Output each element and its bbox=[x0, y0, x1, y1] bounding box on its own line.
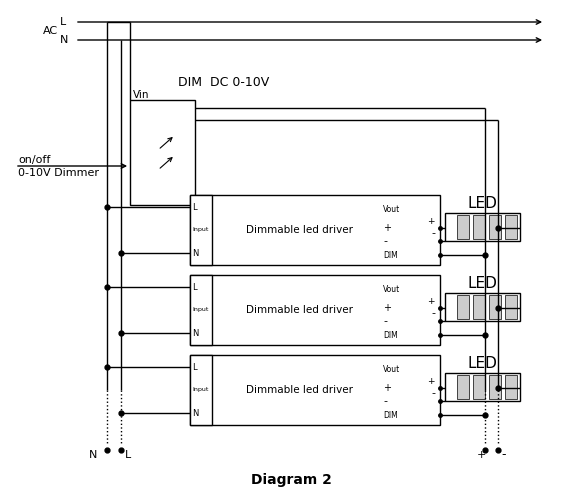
Text: Vin: Vin bbox=[133, 90, 149, 100]
Bar bbox=[190, 275, 212, 345]
Text: Diagram 2: Diagram 2 bbox=[251, 473, 332, 487]
Text: -: - bbox=[431, 228, 435, 238]
Text: -: - bbox=[383, 316, 387, 326]
Text: N: N bbox=[60, 35, 68, 45]
Text: -: - bbox=[431, 308, 435, 318]
Text: Vout: Vout bbox=[383, 365, 401, 375]
Text: +: + bbox=[383, 383, 391, 393]
Text: LED: LED bbox=[468, 355, 497, 370]
Text: DIM  DC 0-10V: DIM DC 0-10V bbox=[178, 76, 269, 89]
Bar bbox=[457, 295, 469, 319]
Text: N: N bbox=[192, 248, 198, 257]
Bar bbox=[505, 375, 517, 399]
Text: N: N bbox=[89, 450, 97, 460]
Text: L: L bbox=[125, 450, 131, 460]
Bar bbox=[473, 215, 485, 239]
Bar bbox=[190, 195, 212, 265]
Bar bbox=[505, 215, 517, 239]
Bar bbox=[190, 275, 440, 345]
Bar bbox=[190, 195, 440, 265]
Bar bbox=[190, 355, 440, 425]
Text: +: + bbox=[477, 450, 486, 460]
Text: 0-10V Dimmer: 0-10V Dimmer bbox=[18, 168, 99, 178]
Bar bbox=[130, 100, 195, 205]
Text: L: L bbox=[192, 283, 196, 292]
Text: -: - bbox=[501, 448, 505, 461]
Bar bbox=[489, 295, 501, 319]
Text: DIM: DIM bbox=[383, 331, 398, 340]
Bar bbox=[505, 295, 517, 319]
Text: -: - bbox=[431, 388, 435, 398]
Bar bbox=[473, 295, 485, 319]
Bar bbox=[445, 213, 520, 241]
Text: Input: Input bbox=[192, 228, 208, 233]
Text: DIM: DIM bbox=[383, 250, 398, 259]
Text: +: + bbox=[427, 216, 435, 226]
Text: Input: Input bbox=[192, 307, 208, 312]
Bar bbox=[445, 293, 520, 321]
Text: +: + bbox=[427, 377, 435, 386]
Text: N: N bbox=[192, 329, 198, 338]
Bar bbox=[445, 373, 520, 401]
Text: AC: AC bbox=[43, 26, 58, 36]
Text: Dimmable led driver: Dimmable led driver bbox=[247, 385, 353, 395]
Text: LED: LED bbox=[468, 276, 497, 291]
Text: Vout: Vout bbox=[383, 205, 401, 214]
Text: L: L bbox=[60, 17, 66, 27]
Text: Dimmable led driver: Dimmable led driver bbox=[247, 305, 353, 315]
Text: Input: Input bbox=[192, 388, 208, 393]
Text: +: + bbox=[427, 297, 435, 305]
Bar bbox=[457, 215, 469, 239]
Text: L: L bbox=[192, 362, 196, 372]
Text: -: - bbox=[383, 236, 387, 246]
Text: DIM: DIM bbox=[383, 410, 398, 419]
Bar bbox=[473, 375, 485, 399]
Text: +: + bbox=[383, 303, 391, 313]
Text: L: L bbox=[192, 202, 196, 211]
Text: LED: LED bbox=[468, 196, 497, 210]
Bar bbox=[489, 375, 501, 399]
Bar bbox=[457, 375, 469, 399]
Text: N: N bbox=[192, 408, 198, 417]
Text: Vout: Vout bbox=[383, 286, 401, 295]
Text: on/off: on/off bbox=[18, 155, 50, 165]
Text: -: - bbox=[383, 396, 387, 406]
Bar bbox=[190, 355, 212, 425]
Text: +: + bbox=[383, 223, 391, 233]
Text: Dimmable led driver: Dimmable led driver bbox=[247, 225, 353, 235]
Bar bbox=[489, 215, 501, 239]
